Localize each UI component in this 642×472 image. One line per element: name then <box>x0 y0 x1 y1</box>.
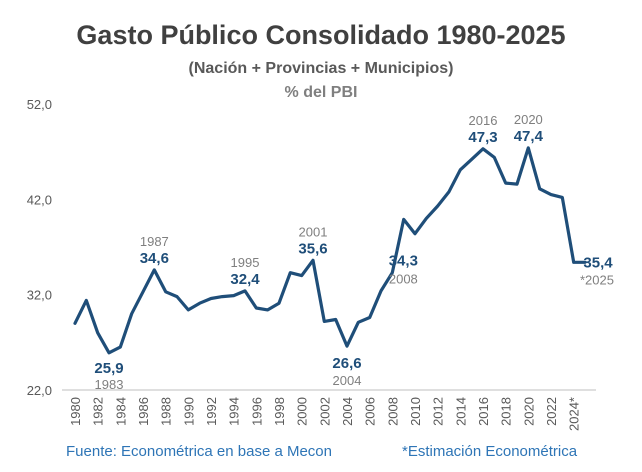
data-label: 25,9 <box>94 360 123 377</box>
chart-unit: % del PBI <box>284 84 358 101</box>
chart-subtitle: (Nación + Provincias + Municipios) <box>188 60 454 77</box>
data-label: 32,4 <box>230 271 260 288</box>
x-tick-label: 2006 <box>363 397 378 426</box>
year-label: 2020 <box>514 112 543 127</box>
x-tick-label: 2008 <box>385 397 400 426</box>
data-label: 47,3 <box>468 129 497 146</box>
x-tick-label: 2024* <box>567 397 582 431</box>
x-tick-label: 1990 <box>181 397 196 426</box>
year-label: *2025 <box>580 272 614 287</box>
year-label: 2016 <box>469 113 498 128</box>
x-tick-label: 1980 <box>68 397 83 426</box>
x-tick-label: 1988 <box>159 397 174 426</box>
x-tick-label: 1996 <box>249 397 264 426</box>
source-note: Fuente: Econométrica en base a Mecon <box>66 443 332 460</box>
x-tick-label: 1992 <box>204 397 219 426</box>
year-label: 1983 <box>95 377 124 392</box>
data-label: 47,4 <box>514 128 544 145</box>
x-tick-label: 2004 <box>340 397 355 426</box>
year-label: 1995 <box>231 255 260 270</box>
data-label: 26,6 <box>332 355 361 372</box>
year-label: 2008 <box>389 272 418 287</box>
chart-title: Gasto Público Consolidado 1980-2025 <box>76 20 566 50</box>
x-tick-label: 2018 <box>499 397 514 426</box>
x-tick-label: 2020 <box>521 397 536 426</box>
y-tick-label: 22,0 <box>27 383 52 398</box>
x-tick-label: 1998 <box>272 397 287 426</box>
y-tick-label: 32,0 <box>27 288 52 303</box>
x-tick-label: 2000 <box>295 397 310 426</box>
x-tick-label: 2022 <box>544 397 559 426</box>
x-tick-label: 1994 <box>227 397 242 426</box>
x-tick-label: 1984 <box>113 397 128 426</box>
x-tick-label: 2016 <box>476 397 491 426</box>
x-tick-label: 1982 <box>91 397 106 426</box>
data-label: 35,6 <box>298 240 327 257</box>
x-tick-label: 2012 <box>431 397 446 426</box>
x-tick-label: 2010 <box>408 397 423 426</box>
year-label: 2004 <box>333 373 362 388</box>
data-label: 35,4 <box>583 254 613 271</box>
x-tick-label: 2002 <box>317 397 332 426</box>
series-line <box>73 146 587 355</box>
x-tick-label: 2014 <box>453 397 468 426</box>
y-tick-label: 42,0 <box>27 192 52 207</box>
y-tick-label: 52,0 <box>27 97 52 112</box>
year-label: 1987 <box>140 234 169 249</box>
data-label: 34,3 <box>389 253 418 270</box>
x-tick-label: 1986 <box>136 397 151 426</box>
estimation-note: *Estimación Econométrica <box>402 443 578 460</box>
year-label: 2001 <box>299 224 328 239</box>
data-label: 34,6 <box>140 250 169 267</box>
